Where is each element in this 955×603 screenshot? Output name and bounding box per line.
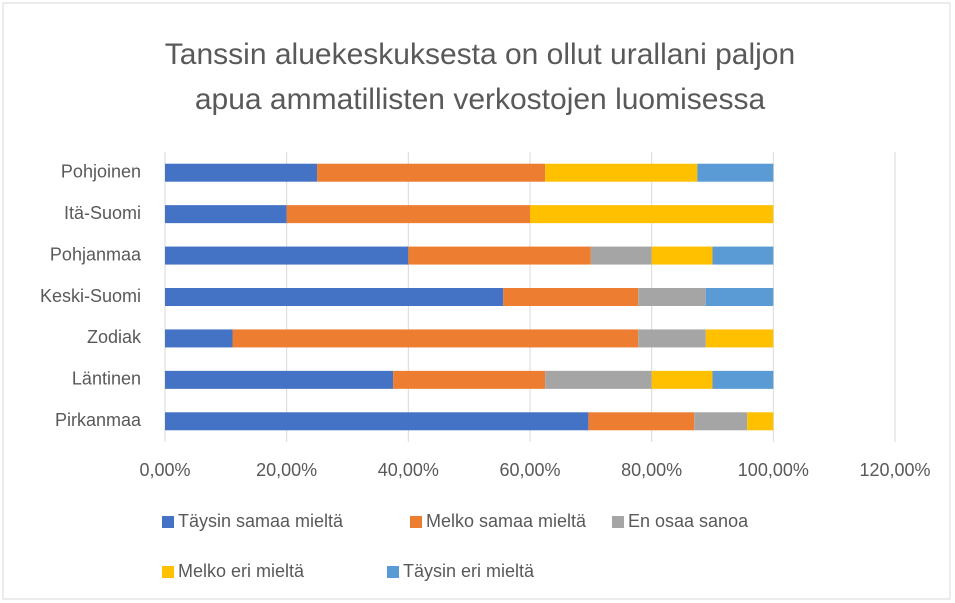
- legend-swatch: [162, 516, 174, 528]
- bar-segment: [165, 412, 589, 431]
- x-tick-label: 0,00%: [139, 460, 190, 480]
- legend-swatch: [387, 566, 399, 578]
- bar-segment: [165, 370, 394, 389]
- bar-segment: [638, 329, 706, 348]
- bar-segment: [503, 288, 639, 306]
- legend-label: Täysin samaa mieltä: [178, 511, 344, 531]
- x-tick-label: 60,00%: [499, 460, 560, 480]
- legend-label: Täysin eri mieltä: [403, 561, 535, 581]
- x-tick-label: 120,00%: [859, 460, 930, 480]
- bar-segment: [590, 246, 652, 265]
- legend-label: Melko eri mieltä: [178, 561, 305, 581]
- bar-segment: [530, 205, 774, 224]
- bar-segment: [651, 246, 713, 265]
- bar-segment: [545, 163, 698, 182]
- bar-segment: [638, 288, 706, 306]
- bar-segment: [317, 163, 546, 182]
- y-tick-label: Pohjoinen: [61, 161, 141, 181]
- legend-swatch: [410, 516, 422, 528]
- bar-segment: [393, 370, 546, 389]
- bar-segment: [705, 329, 774, 348]
- bar-segment: [165, 329, 233, 348]
- chart-title: Tanssin aluekeskuksesta on ollut urallan…: [165, 38, 795, 71]
- bar-segment: [165, 205, 287, 224]
- chart-title: apua ammatillisten verkostojen luomisess…: [195, 83, 766, 116]
- y-tick-label: Itä-Suomi: [64, 203, 141, 223]
- x-tick-label: 100,00%: [738, 460, 809, 480]
- legend-swatch: [162, 566, 174, 578]
- bar-segment: [165, 163, 318, 182]
- legend-label: En osaa sanoa: [628, 511, 749, 531]
- y-tick-label: Pohjanmaa: [50, 244, 142, 264]
- y-tick-label: Zodiak: [87, 327, 142, 347]
- bar-segment: [705, 288, 774, 306]
- bar-segment: [286, 205, 530, 224]
- bar-segment: [165, 288, 504, 306]
- x-tick-label: 20,00%: [256, 460, 317, 480]
- y-tick-label: Pirkanmaa: [55, 410, 142, 430]
- bar-segment: [165, 246, 409, 265]
- legend-swatch: [612, 516, 624, 528]
- bar-segment: [651, 370, 713, 389]
- bar-segment: [697, 163, 774, 182]
- legend-label: Melko samaa mieltä: [426, 511, 587, 531]
- bar-segment: [545, 370, 652, 389]
- bar-segment: [712, 370, 774, 389]
- bar-segment: [408, 246, 591, 265]
- bar-segment: [694, 412, 748, 431]
- y-tick-label: Keski-Suomi: [40, 286, 141, 306]
- bar-segment: [712, 246, 774, 265]
- y-tick-label: Läntinen: [72, 369, 141, 389]
- bar-segment: [747, 412, 774, 431]
- bar-segment: [588, 412, 695, 431]
- x-tick-label: 80,00%: [621, 460, 682, 480]
- x-tick-label: 40,00%: [378, 460, 439, 480]
- bar-segment: [232, 329, 639, 348]
